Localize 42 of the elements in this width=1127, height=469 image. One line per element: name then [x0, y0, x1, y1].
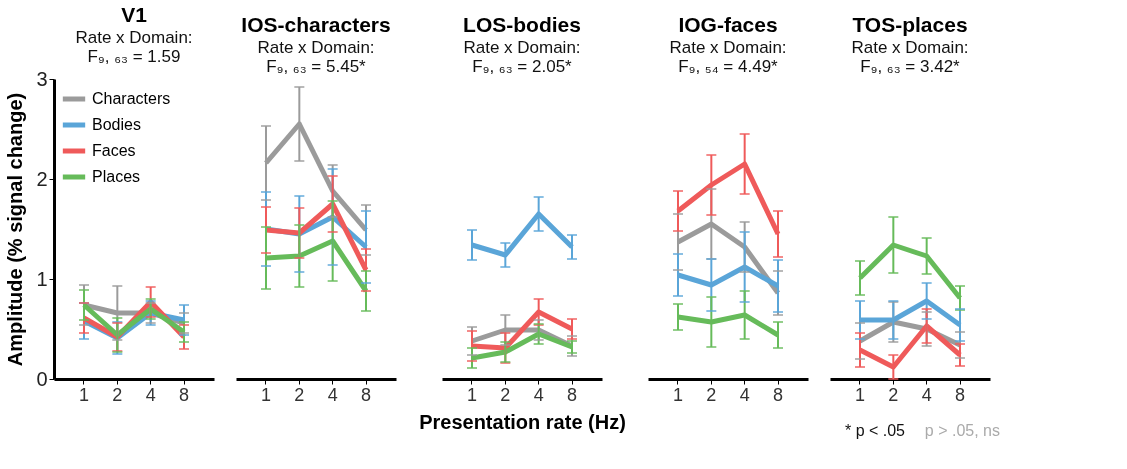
x-tick-label: 8	[954, 384, 966, 405]
legend-label: Characters	[92, 90, 171, 107]
legend-label: Faces	[92, 142, 136, 159]
x-tick-label: 8	[772, 384, 784, 405]
y-tick-label: 2	[36, 167, 48, 190]
x-tick-label: 2	[112, 384, 123, 405]
x-tick-label: 4	[921, 384, 932, 405]
x-tick-label: 1	[672, 384, 684, 405]
x-tick-label: 8	[360, 384, 372, 405]
y-tick-label: 0	[36, 367, 48, 390]
x-tick-label: 2	[888, 384, 899, 405]
x-tick-label: 4	[533, 384, 544, 405]
x-tick-label: 2	[294, 384, 305, 405]
x-tick-label: 1	[260, 384, 272, 405]
legend-label: Bodies	[92, 116, 141, 133]
x-tick-label: 2	[706, 384, 717, 405]
x-axis-title: Presentation rate (Hz)	[419, 410, 626, 433]
text: p > .05, ns	[924, 422, 1000, 439]
x-tick-label: 2	[500, 384, 511, 405]
x-tick-label: 1	[854, 384, 866, 405]
text: * p < .05	[844, 422, 906, 439]
chart-title: TOS-places	[852, 13, 968, 36]
x-tick-label: 8	[566, 384, 578, 405]
x-tick-label: 4	[327, 384, 338, 405]
x-tick-label: 1	[466, 384, 478, 405]
chart-subtitle: Rate x Domain: F₉, ₆₃ = 2.05*	[463, 38, 581, 76]
y-tick-label: 1	[36, 267, 48, 290]
y-tick-label: 3	[36, 67, 48, 90]
chart-title: IOG-faces	[678, 13, 778, 36]
x-tick-label: 4	[739, 384, 750, 405]
x-tick-label: 8	[178, 384, 190, 405]
chart-subtitle: Rate x Domain: F₉, ₅₄ = 4.49*	[669, 38, 787, 76]
y-axis-title: Amplitude (% signal change)	[4, 92, 27, 367]
chart-title: LOS-bodies	[463, 13, 581, 36]
legend-label: Places	[92, 168, 141, 185]
x-tick-label: 4	[145, 384, 156, 405]
chart-subtitle: Rate x Domain: F₉, ₆₃ = 3.42*	[851, 38, 969, 76]
chart-title: IOS-characters	[241, 13, 391, 36]
chart-subtitle: Rate x Domain: F₉, ₆₃ = 1.59	[75, 28, 193, 66]
x-tick-label: 1	[78, 384, 90, 405]
chart-subtitle: Rate x Domain: F₉, ₆₃ = 5.45*	[257, 38, 375, 76]
chart-title: V1	[121, 3, 148, 26]
